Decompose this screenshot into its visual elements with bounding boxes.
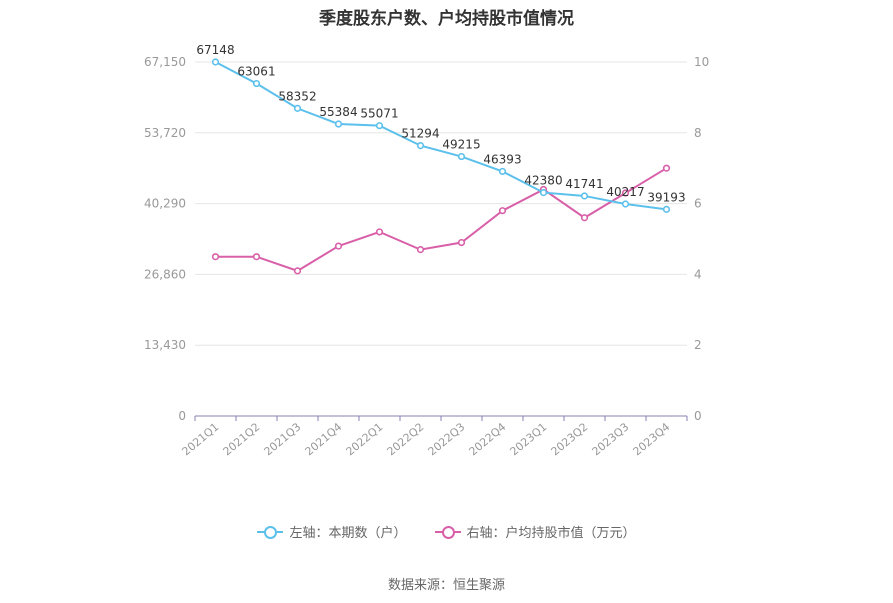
left-tick-label: 26,860	[144, 267, 186, 281]
right-tick-label: 8	[694, 126, 702, 140]
right-tick-label: 0	[694, 409, 702, 423]
x-tick-label: 2021Q4	[303, 420, 345, 458]
x-tick-label: 2023Q2	[549, 420, 591, 458]
data-point	[498, 207, 507, 215]
data-label: 67148	[196, 43, 234, 57]
data-label: 42380	[524, 174, 562, 188]
legend-marker-left-icon	[257, 525, 284, 539]
data-point	[334, 242, 343, 250]
data-label: 49215	[442, 138, 480, 152]
data-label: 41741	[565, 177, 603, 191]
data-point	[375, 228, 384, 236]
data-label: 46393	[483, 152, 521, 166]
data-point	[252, 253, 261, 261]
data-label: 39193	[647, 190, 685, 204]
legend: 左轴：本期数（户） 右轴：户均持股市值（万元）	[0, 522, 893, 541]
left-tick-label: 67,150	[144, 55, 186, 69]
data-point	[252, 79, 261, 88]
x-tick-label: 2021Q1	[180, 420, 222, 458]
grid-lines	[195, 61, 687, 346]
right-tick-label: 10	[694, 55, 709, 69]
legend-label-left-series: 左轴：本期数（户）	[289, 526, 407, 541]
data-point	[293, 104, 302, 112]
data-label: 63061	[237, 65, 275, 79]
x-tick-label: 2022Q1	[344, 420, 386, 458]
x-tick-label: 2021Q3	[262, 420, 304, 458]
right-tick-label: 2	[694, 338, 702, 352]
series-line	[215, 61, 667, 211]
legend-item-left-series[interactable]: 左轴：本期数（户）	[257, 522, 407, 541]
data-point	[211, 58, 220, 66]
x-tick-label: 2023Q3	[590, 420, 632, 458]
x-tick-label: 2023Q4	[631, 420, 673, 458]
data-point	[416, 141, 425, 150]
x-tick-label: 2023Q1	[508, 420, 550, 458]
data-point	[211, 253, 220, 261]
data-point	[334, 120, 343, 128]
data-point	[621, 200, 630, 208]
data-label: 55071	[360, 107, 398, 121]
left-tick-label: 0	[178, 409, 186, 423]
data-point	[416, 246, 425, 254]
left-tick-label: 13,430	[144, 338, 186, 352]
data-point	[457, 152, 466, 161]
data-point	[662, 164, 671, 172]
data-point	[375, 122, 384, 130]
series-line	[215, 167, 668, 272]
data-point	[662, 205, 671, 213]
data-label: 40217	[606, 185, 644, 199]
data-label: 58352	[278, 89, 316, 103]
data-point	[580, 192, 589, 200]
x-tick-label: 2022Q4	[467, 420, 509, 458]
left-tick-label: 53,720	[144, 126, 186, 140]
chart-title: 季度股东户数、户均持股市值情况	[319, 9, 574, 29]
legend-item-right-series[interactable]: 右轴：户均持股市值（万元）	[434, 522, 636, 541]
data-point	[293, 267, 302, 275]
data-point	[457, 238, 466, 247]
data-point	[539, 188, 548, 197]
data-label: 55384	[319, 105, 357, 119]
x-tick-label: 2022Q2	[385, 420, 427, 458]
legend-marker-right-icon	[434, 525, 461, 539]
left-tick-label: 40,290	[144, 197, 186, 211]
source-note: 数据来源：恒生聚源	[387, 578, 505, 593]
data-label: 51294	[401, 127, 439, 141]
data-point	[621, 189, 630, 197]
x-tick-label: 2021Q2	[221, 420, 263, 458]
legend-label-right-series: 右轴：户均持股市值（万元）	[466, 526, 636, 541]
x-tick-label: 2022Q3	[426, 420, 468, 458]
right-tick-label: 6	[694, 197, 702, 211]
series	[211, 58, 671, 275]
right-tick-label: 4	[694, 267, 702, 281]
data-point	[498, 167, 507, 176]
data-point	[580, 214, 589, 222]
